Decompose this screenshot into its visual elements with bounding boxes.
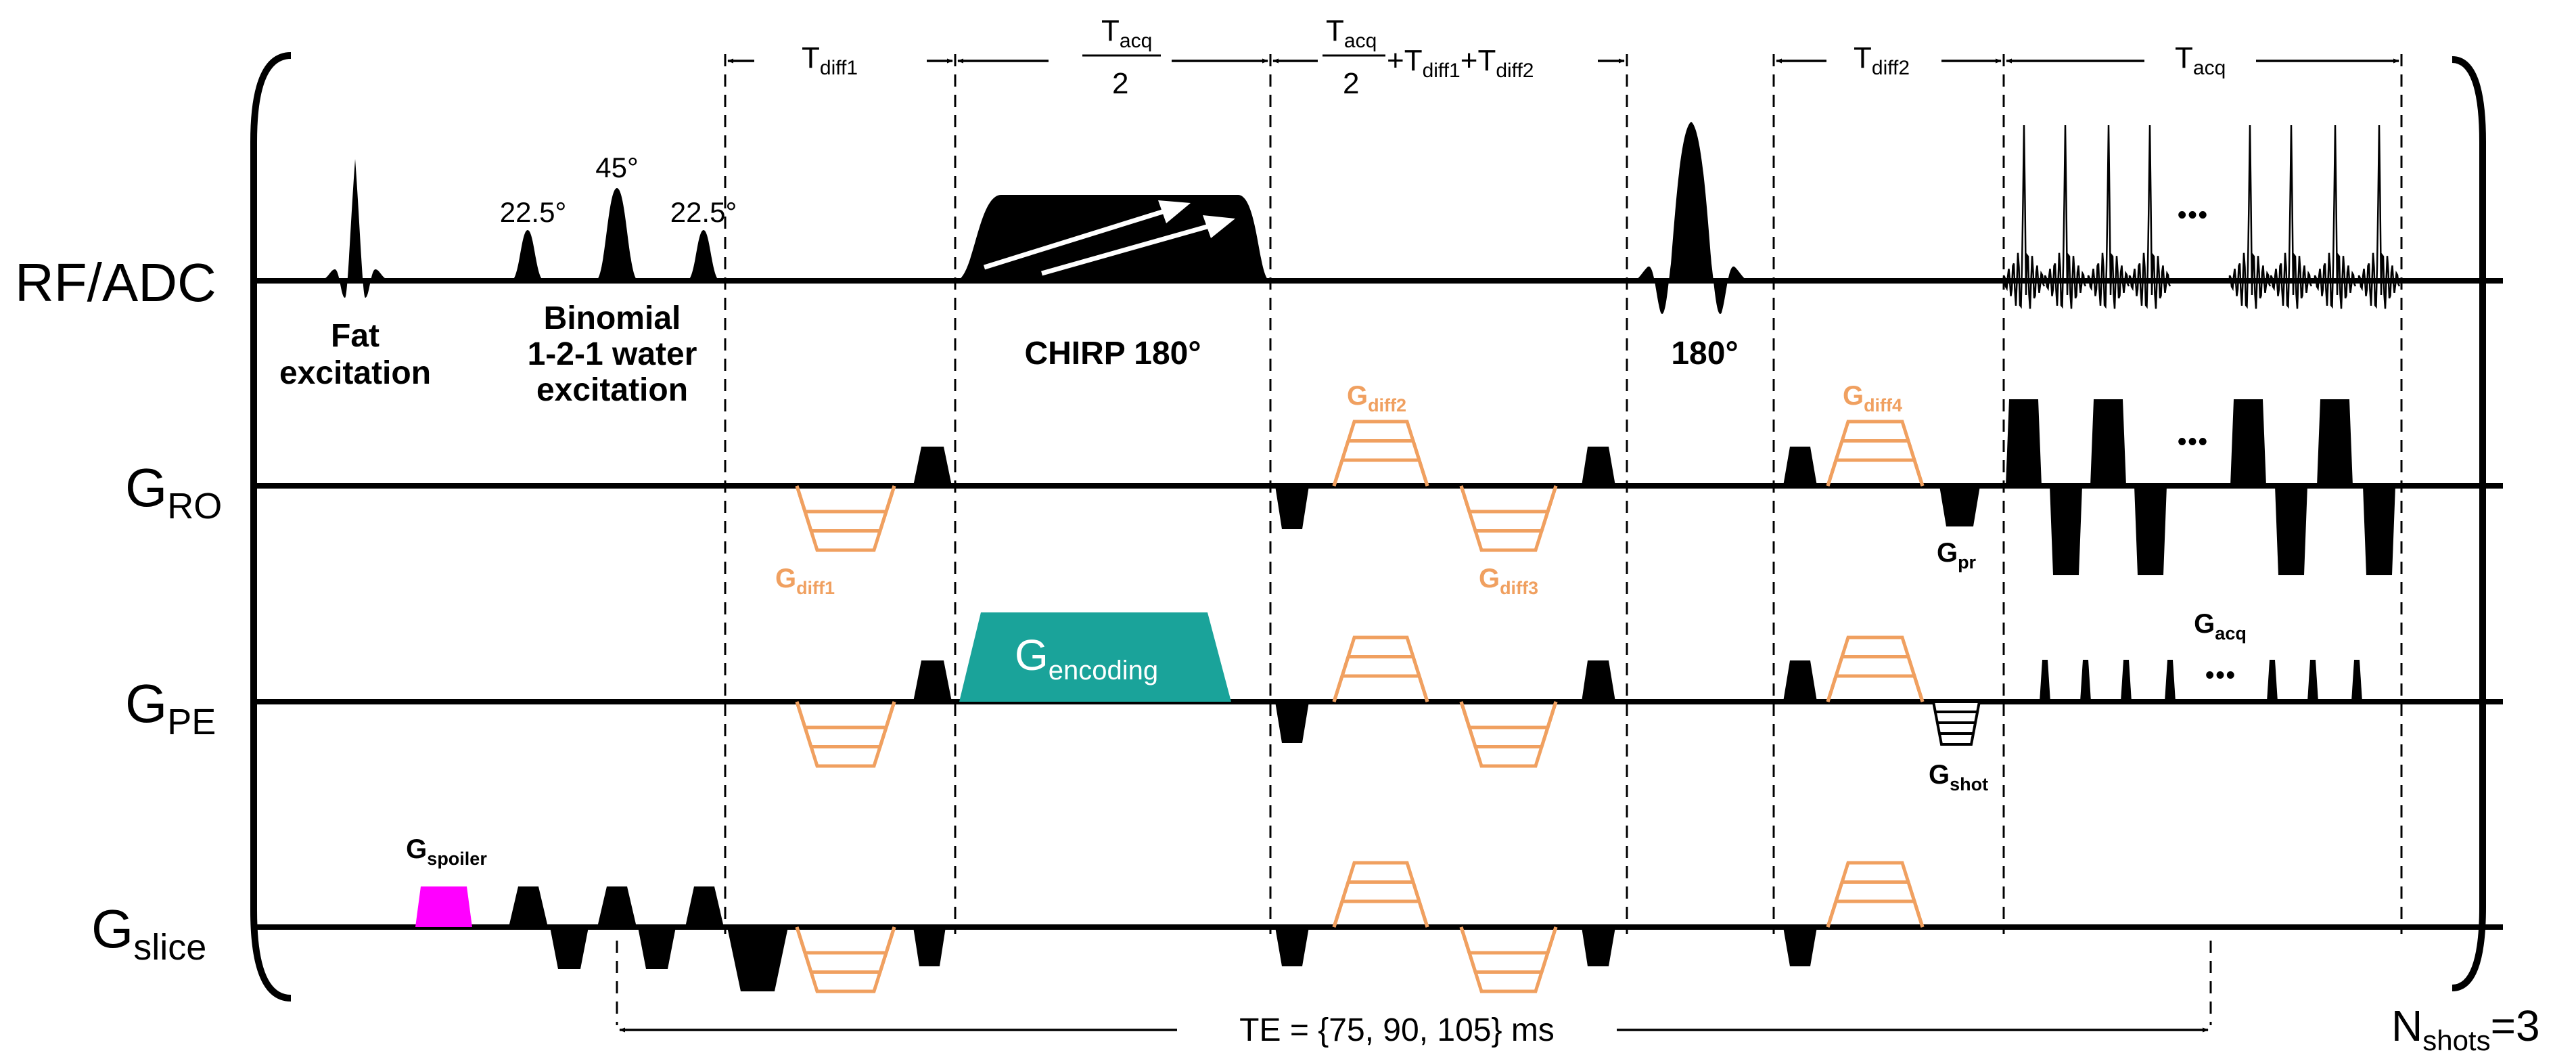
pe-pos-lobe-3 [1783, 660, 1817, 702]
ro-pos-lobe-3 [1783, 447, 1817, 486]
flip-angle-2: 45° [595, 152, 639, 183]
row-labels: RF/ADC GRO GPE Gslice [15, 252, 222, 968]
adc-echo-8 [2358, 125, 2401, 309]
adc-echo-3 [2087, 125, 2130, 309]
flip-angle-3: 22.5° [670, 196, 737, 228]
adc-readout [2002, 125, 2401, 309]
adc-dots: ••• [2178, 201, 2209, 229]
epi-readout-lobes [2006, 399, 2395, 575]
chirp-arrowheads [1158, 200, 1235, 238]
label-tdiff2: Tdiff2 [1854, 41, 1910, 79]
pe-blips [2040, 660, 2362, 702]
gdiff2-table-slice [1332, 861, 1429, 928]
rf-adc-row-label: RF/ADC [15, 252, 216, 313]
gdiff2-label: Gdiff2 [1347, 381, 1406, 415]
binomial-label-line2: 1-2-1 water [528, 336, 697, 372]
adc-echo-7 [2314, 125, 2357, 309]
fat-label-line2: excitation [279, 355, 431, 391]
fat-sinc-pulse [318, 159, 392, 298]
slice-row [415, 886, 1817, 991]
gslice-row-label: Gslice [91, 899, 206, 968]
rf-labels: 22.5° 45° 22.5° Fat excitation Binomial … [279, 152, 2209, 408]
adc-echo-4 [2128, 125, 2171, 309]
label-tacq-half-den: 2 [1112, 67, 1128, 100]
pe-pos-lobe-2 [1582, 660, 1615, 702]
ro-row: ••• [913, 399, 2395, 575]
gdiff2-table-ro [1332, 420, 1429, 487]
adc-echo-1 [2002, 125, 2046, 309]
gdiff1-table-slice [795, 926, 896, 993]
ro-dots: ••• [2178, 428, 2209, 456]
binomial-label-line1: Binomial [544, 300, 681, 336]
timing-markers [616, 54, 2403, 1025]
timing-arrows [619, 58, 2399, 1033]
flip-angle-1: 22.5° [500, 196, 567, 228]
ro-pos-lobe-2 [1582, 447, 1615, 486]
adc-echo-6 [2270, 125, 2313, 309]
binomial-pulse-3 [687, 230, 720, 281]
gdiff3-table-slice [1459, 926, 1558, 993]
gencoding-block [959, 612, 1231, 702]
label-tdiff1: Tdiff1 [802, 41, 858, 79]
binomial-label-line3: excitation [536, 372, 688, 408]
gspoiler-label: Gspoiler [406, 834, 487, 869]
gdiff4-label: Gdiff4 [1843, 381, 1902, 415]
gpe-row-label: GPE [125, 673, 216, 742]
label-combo-den: 2 [1343, 67, 1359, 100]
label-combo-sum: +Tdiff1+Tdiff2 [1387, 44, 1534, 82]
rf-row [318, 122, 1755, 314]
gdiff1-table-pe [795, 701, 896, 768]
left-bracket [250, 52, 292, 1002]
refocus-180-pulse [1627, 122, 1755, 314]
nshots-label: Nshots=3 [2391, 1002, 2540, 1056]
adc-echo-5 [2228, 125, 2272, 309]
binomial-pulse-1 [511, 230, 545, 281]
timing-labels: Tdiff1 Tacq 2 Tacq 2 +Tdiff1+Tdiff2 Tdif… [802, 14, 2226, 100]
ro-neg-lobe-1 [1275, 486, 1309, 529]
label-tacq-half-num: Tacq [1101, 14, 1152, 52]
gpr-label: Gpr [1937, 538, 1977, 572]
pe-neg-lobe-1 [1275, 702, 1309, 743]
slice-select-lobes [509, 886, 1817, 991]
fat-label-line1: Fat [331, 318, 380, 354]
adc-echo-2 [2044, 125, 2087, 309]
gshot-label: Gshot [1929, 760, 1988, 794]
gro-row-label: GRO [125, 457, 222, 526]
gdiff4-table-pe [1826, 635, 1925, 702]
refocus-label: 180° [1671, 336, 1738, 372]
diffusion-tables [795, 420, 1925, 993]
label-combo-num: Tacq [1326, 14, 1377, 52]
gpr-lobe [1939, 486, 1980, 526]
gdiff1-table-ro [795, 485, 896, 552]
pe-row: ••• [913, 612, 2362, 746]
pe-dots: ••• [2205, 661, 2236, 690]
gdiff3-label: Gdiff3 [1479, 564, 1538, 598]
gradient-labels: Gdiff1 Gdiff2 Gdiff3 Gdiff4 Gpr Gacq Gen… [406, 381, 2247, 869]
chirp-pulse [955, 195, 1270, 281]
pe-prephase-lobe [913, 660, 952, 702]
gdiff3-table-pe [1459, 701, 1558, 768]
gdiff1-label: Gdiff1 [775, 564, 835, 598]
label-tacq: Tacq [2175, 41, 2226, 79]
gacq-label: Gacq [2194, 609, 2247, 644]
gdiff4-table-slice [1826, 861, 1925, 928]
ro-prephase-lobe [913, 447, 952, 486]
gdiff4-table-ro [1826, 420, 1925, 487]
gdiff2-table-pe [1332, 635, 1429, 702]
chirp-arrows [983, 207, 1215, 276]
right-bracket [2452, 56, 2486, 991]
binomial-pulse-2 [595, 188, 639, 281]
gdiff3-table-ro [1459, 485, 1558, 552]
te-label: TE = {75, 90, 105} ms [1239, 1012, 1555, 1048]
gspoiler-block [415, 886, 472, 927]
chirp-label: CHIRP 180° [1024, 336, 1201, 372]
gshot-table [1931, 700, 1981, 746]
gencoding-label: Gencoding [1015, 631, 1158, 685]
